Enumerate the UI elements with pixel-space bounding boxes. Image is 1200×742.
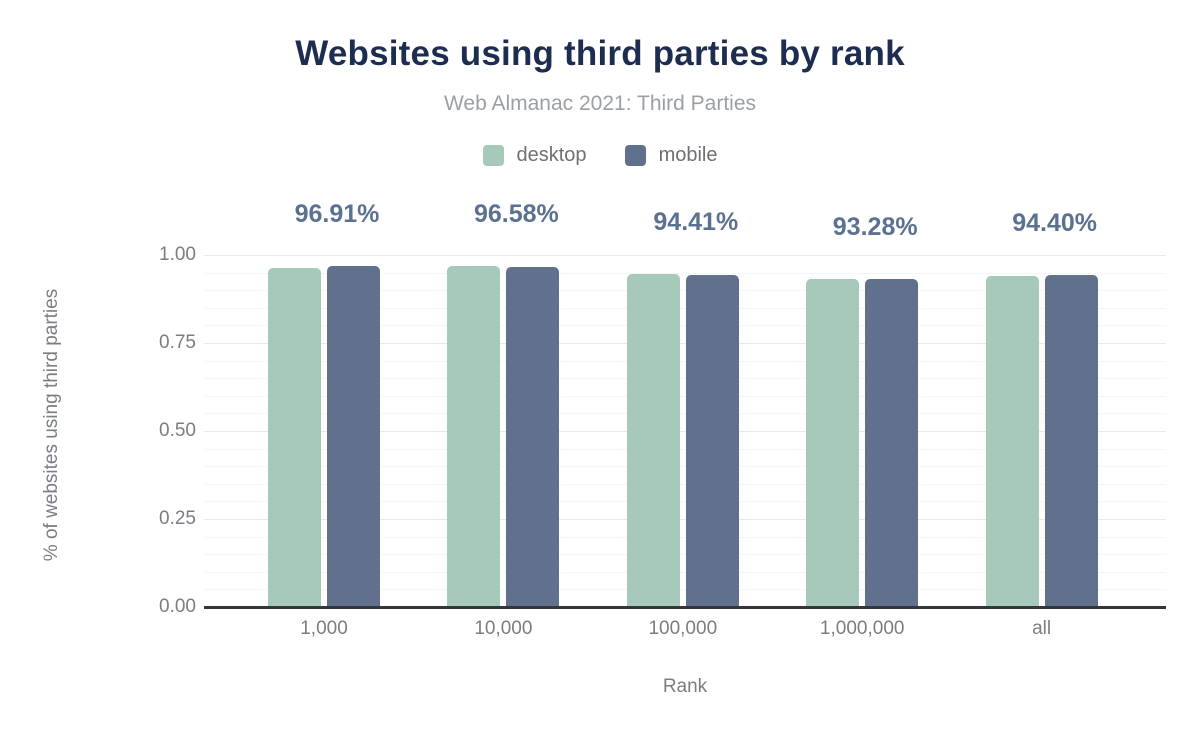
legend-item-desktop: desktop <box>482 144 587 167</box>
gridline-minor <box>204 413 1166 415</box>
legend-swatch-icon <box>624 145 646 166</box>
y-tick-label: 0.00 <box>159 596 196 617</box>
legend-label: desktop <box>516 144 587 166</box>
x-axis-line <box>204 606 1166 609</box>
y-tick-label: 0.75 <box>159 332 196 353</box>
value-label: 93.28% <box>832 212 918 241</box>
bar-mobile-10000 <box>506 267 560 607</box>
gridline-minor <box>204 290 1166 292</box>
x-tick-label: 100,000 <box>648 618 718 639</box>
gridline-minor <box>204 571 1166 573</box>
gridline-minor <box>204 448 1166 450</box>
gridline-minor <box>204 483 1166 485</box>
gridline-minor <box>204 589 1166 591</box>
gridline-minor <box>204 325 1166 327</box>
bar-mobile-1000000 <box>865 278 919 607</box>
value-label: 96.91% <box>294 199 380 228</box>
legend-item-mobile: mobile <box>624 144 718 167</box>
bar-desktop-1000 <box>268 267 321 607</box>
x-tick-label: all <box>1032 618 1052 639</box>
gridline-major <box>204 255 1166 256</box>
bar-mobile-1000 <box>327 265 380 607</box>
x-axis-title: Rank <box>662 676 708 697</box>
gridline-minor <box>204 272 1166 274</box>
gridline-major <box>204 431 1166 432</box>
y-tick-label: 0.50 <box>159 420 196 441</box>
gridline-minor <box>204 378 1166 380</box>
y-tick-label: 0.25 <box>159 508 196 529</box>
gridline-minor <box>204 466 1166 468</box>
x-tick-label: 1,000 <box>300 618 348 639</box>
bar-desktop-100000 <box>626 274 680 607</box>
gridline-major <box>204 343 1166 344</box>
gridline-minor <box>204 360 1166 362</box>
value-label: 94.41% <box>653 208 739 236</box>
bar-desktop-10000 <box>447 265 501 607</box>
bar-desktop-all <box>985 276 1039 607</box>
chart-subtitle: Web Almanac 2021: Third Parties <box>443 92 757 115</box>
value-label: 96.58% <box>473 199 559 228</box>
gridline-minor <box>204 501 1166 503</box>
value-label: 94.40% <box>1012 208 1097 237</box>
y-tick-label: 1.00 <box>159 244 196 265</box>
x-tick-label: 10,000 <box>474 618 533 639</box>
chart-title: Websites using third parties by rank <box>295 34 905 73</box>
bar-mobile-100000 <box>685 274 739 607</box>
gridline-minor <box>204 395 1166 397</box>
gridline-major <box>204 519 1166 520</box>
legend: desktop mobile <box>0 144 1200 167</box>
gridline-minor <box>204 536 1166 538</box>
x-tick-label: 1,000,000 <box>819 618 905 639</box>
gridline-minor <box>204 307 1166 309</box>
gridline-minor <box>204 554 1166 556</box>
bar-desktop-1000000 <box>806 278 860 607</box>
legend-swatch-icon <box>482 145 504 166</box>
legend-label: mobile <box>658 144 718 166</box>
bar-mobile-all <box>1044 274 1098 607</box>
